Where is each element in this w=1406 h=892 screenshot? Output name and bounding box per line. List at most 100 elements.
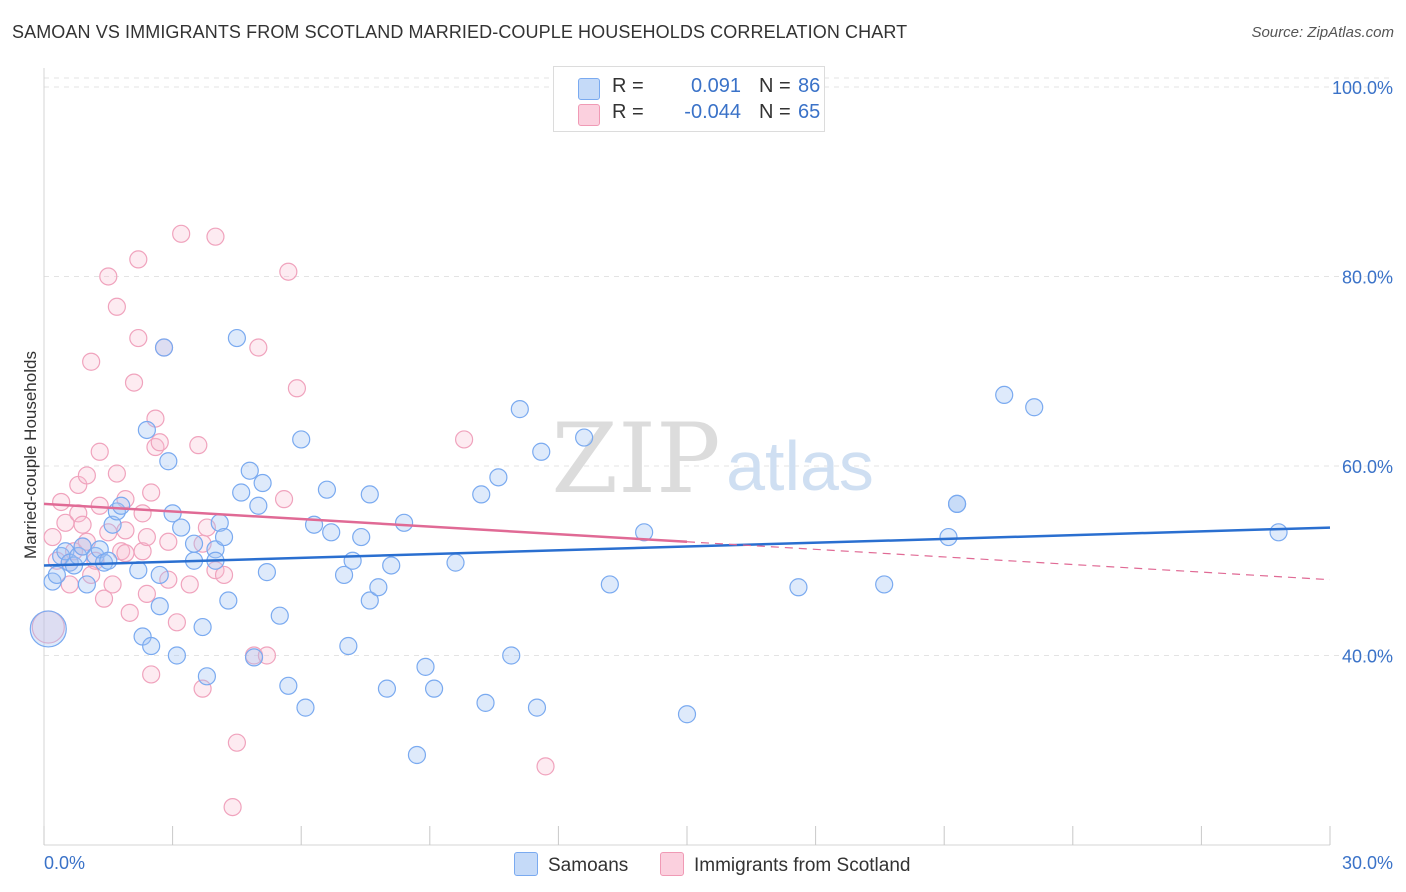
samoans-point (995, 385, 1014, 405)
scotland-point (180, 575, 199, 594)
scotland-point (142, 665, 161, 684)
samoans-point (939, 527, 958, 547)
samoans-point (77, 575, 96, 594)
scotland-point (107, 464, 126, 483)
y-tick-label: 80.0% (1342, 267, 1393, 287)
samoans-point (184, 534, 204, 553)
samoans-point (339, 636, 358, 656)
scotland-legend-swatch (660, 852, 684, 876)
samoans-point (154, 338, 174, 357)
scotland-swatch (578, 104, 600, 126)
n-value: 65 (798, 101, 821, 123)
samoans-point (1269, 523, 1288, 542)
y-tick-label: 40.0% (1342, 646, 1393, 666)
samoans-point (677, 705, 697, 724)
scotland-point (279, 262, 298, 281)
scotland-point (73, 515, 92, 534)
scotland-point (223, 797, 242, 817)
samoans-point (317, 480, 337, 499)
watermark-atlas: atlas (726, 427, 874, 505)
y-axis-title: Married-couple Households (21, 351, 40, 559)
samoans-point (322, 523, 341, 542)
samoans-point (424, 679, 444, 698)
scotland-point (133, 504, 152, 523)
chart-title: SAMOAN VS IMMIGRANTS FROM SCOTLAND MARRI… (12, 22, 908, 42)
samoans-point (150, 597, 169, 616)
samoans-point (352, 527, 371, 547)
r-value: 0.091 (690, 75, 741, 97)
scotland-point (129, 328, 148, 348)
samoans-point (360, 591, 379, 610)
scotland-point (287, 379, 307, 398)
samoans-point (947, 494, 967, 513)
samoans-point (137, 420, 156, 440)
samoans-point (532, 442, 551, 461)
scotland-point (159, 532, 178, 551)
samoans-point (377, 679, 397, 698)
samoans-point (150, 565, 169, 585)
watermark-zip: ZIP (551, 403, 720, 515)
samoans-point (360, 485, 379, 504)
scotland-point (159, 570, 178, 589)
samoans-point (472, 485, 491, 504)
samoans-point (416, 657, 435, 676)
samoans-point (527, 698, 547, 717)
scotland-point (107, 297, 126, 316)
scotland-point (142, 483, 161, 502)
samoans-point (369, 578, 388, 597)
scotland-point (77, 466, 96, 485)
samoans-point (159, 452, 178, 471)
samoans-point (253, 473, 272, 493)
legend-item-scotland[interactable]: Immigrants from Scotland (660, 852, 910, 877)
samoans-point (197, 667, 216, 686)
samoans-point (279, 676, 298, 695)
scotland-point (129, 250, 148, 269)
samoans-point (510, 400, 529, 419)
scotland-point (189, 436, 208, 455)
samoans-point (142, 636, 161, 656)
r-label: R = (612, 101, 644, 123)
scotland-trend-line (43, 502, 688, 544)
samoans-point (112, 496, 131, 515)
samoans-point (129, 561, 148, 580)
scotland-point (94, 589, 114, 608)
samoans-point (476, 693, 495, 712)
samoans-point (382, 556, 401, 575)
scotland-point (214, 565, 234, 585)
n-label: N = (759, 101, 791, 123)
samoans-point (99, 551, 118, 570)
legend-label-samoans: Samoans (548, 855, 629, 876)
samoans-swatch (578, 78, 600, 100)
n-value: 86 (798, 75, 821, 97)
scotland-point (82, 565, 101, 585)
scotland-point (274, 490, 294, 509)
legend-item-samoans[interactable]: Samoans (514, 852, 628, 877)
y-tick-label: 60.0% (1342, 457, 1393, 477)
r-value: -0.044 (684, 101, 741, 123)
samoans-point (244, 648, 264, 667)
source-label: Source: ZipAtlas.com (1251, 24, 1394, 41)
scotland-point (454, 430, 474, 449)
legend-label-scotland: Immigrants from Scotland (694, 855, 911, 876)
samoans-point (257, 563, 277, 582)
samoans-point (789, 578, 808, 597)
scotland-point (206, 227, 225, 246)
samoans-point (394, 513, 414, 532)
scotland-point (172, 224, 191, 243)
samoans-point (163, 504, 182, 523)
r-label: R = (612, 75, 644, 97)
samoans-point (29, 610, 67, 648)
samoans-point (575, 428, 594, 447)
scotland-point (150, 433, 169, 452)
samoans-point (232, 483, 251, 502)
scotland-point (43, 527, 62, 547)
samoans-point (219, 591, 238, 610)
samoans-point (600, 575, 619, 594)
samoans-point (47, 565, 66, 585)
samoans-point (1025, 398, 1044, 417)
scotland-trend-extension (686, 541, 1331, 581)
scotland-point (116, 544, 135, 563)
samoans-point (489, 468, 508, 487)
x-tick-label: 0.0% (44, 853, 85, 873)
samoans-trend-line (43, 526, 1331, 567)
